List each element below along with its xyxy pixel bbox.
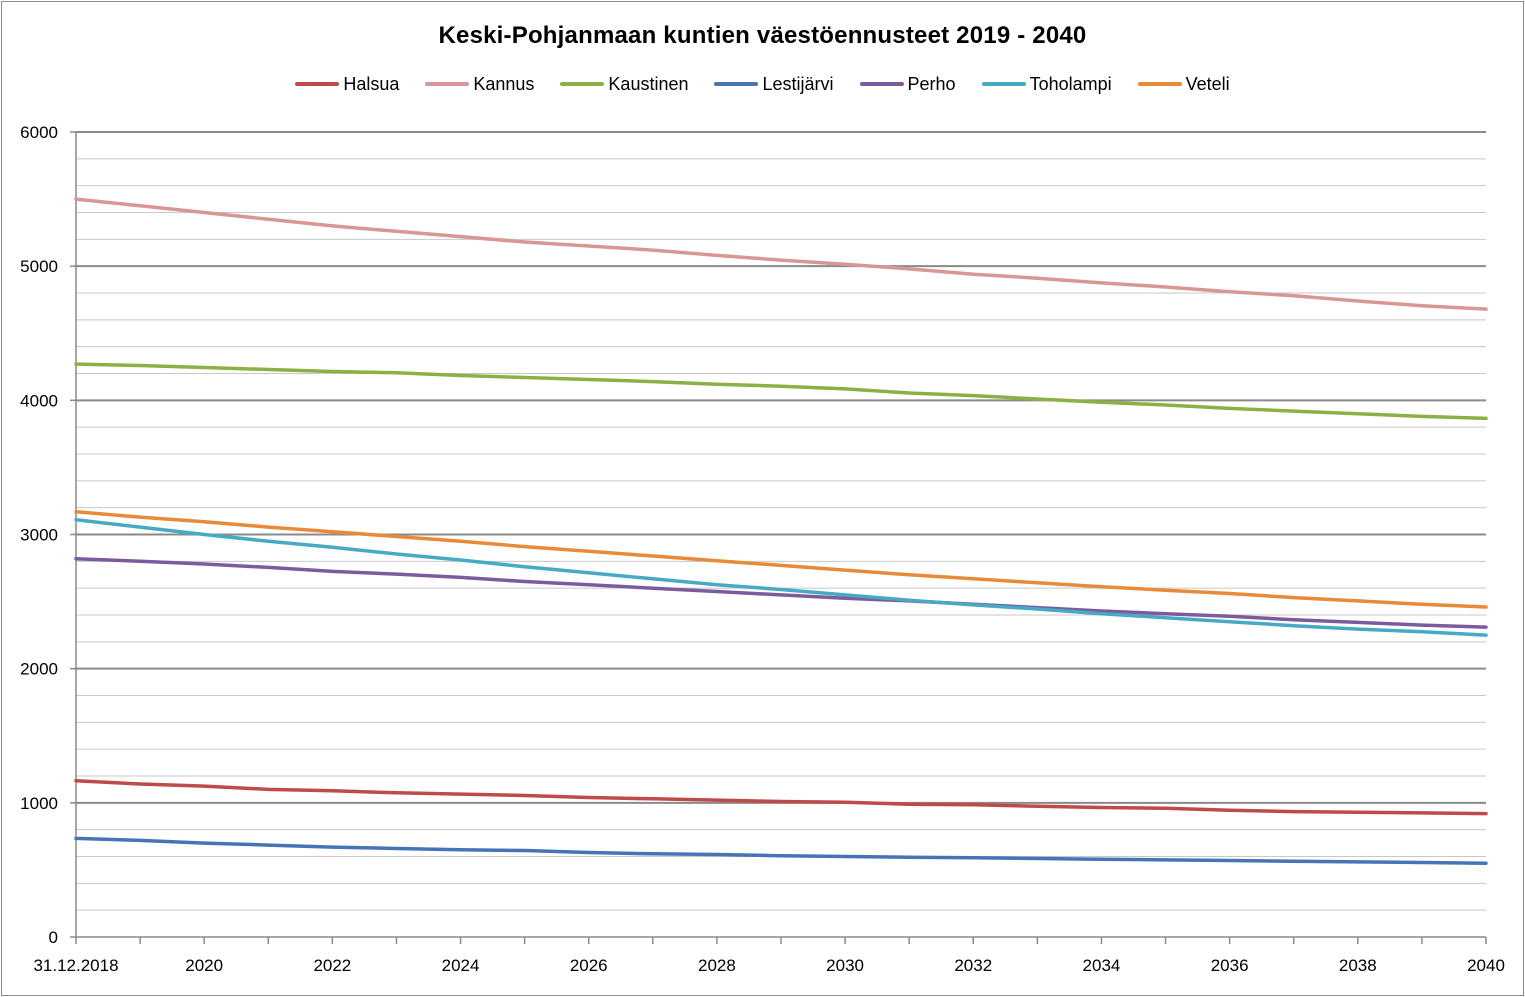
legend-item: Kannus xyxy=(425,74,534,95)
legend-item: Perho xyxy=(859,73,956,95)
legend-label: Perho xyxy=(907,73,956,94)
series-line-kaustinen xyxy=(74,362,1488,421)
legend-item: Kaustinen xyxy=(560,74,688,95)
legend-item: Toholampi xyxy=(981,73,1112,95)
legend-swatch xyxy=(425,82,470,86)
y-tick-label: 6000 xyxy=(20,123,58,142)
x-tick-label: 2040 xyxy=(1467,956,1505,975)
legend-swatch xyxy=(981,82,1026,86)
legend-swatch xyxy=(714,82,759,86)
y-tick-label: 1000 xyxy=(20,794,58,813)
legend-item: Halsua xyxy=(295,74,399,95)
legend-item: Lestijärvi xyxy=(714,73,834,95)
y-tick-label: 4000 xyxy=(20,391,58,410)
y-tick-label: 3000 xyxy=(20,526,58,545)
legend-label: Kannus xyxy=(473,73,535,94)
series-line-halsua xyxy=(74,778,1488,816)
series-line-lestij-rvi xyxy=(74,836,1488,865)
legend-label: Lestijärvi xyxy=(762,73,834,94)
legend-swatch xyxy=(560,82,605,86)
x-tick-label: 2034 xyxy=(1083,956,1121,975)
x-tick-label: 2030 xyxy=(826,956,864,975)
x-tick-label: 2038 xyxy=(1339,956,1377,975)
x-tick-label: 2020 xyxy=(185,956,223,975)
legend-label: Kaustinen xyxy=(608,73,689,94)
legend-swatch xyxy=(1137,82,1182,86)
x-tick-label: 2024 xyxy=(442,956,480,975)
chart-title: Keski-Pohjanmaan kuntien väestöennusteet… xyxy=(438,22,1087,49)
legend-swatch xyxy=(295,82,340,86)
legend-label: Veteli xyxy=(1185,73,1230,94)
legend-item: Veteli xyxy=(1137,73,1230,95)
x-tick-label: 2028 xyxy=(698,956,736,975)
series-line-perho xyxy=(74,556,1488,629)
y-tick-label: 5000 xyxy=(20,257,58,276)
y-tick-label: 2000 xyxy=(20,660,58,679)
x-tick-label: 2022 xyxy=(313,956,351,975)
series-line-veteli xyxy=(74,509,1488,609)
x-tick-label: 2036 xyxy=(1211,956,1249,975)
legend-label: Halsua xyxy=(343,73,400,94)
series-line-kannus xyxy=(74,197,1488,311)
legend-swatch xyxy=(859,82,904,86)
x-tick-label: 2032 xyxy=(954,956,992,975)
legend-label: Toholampi xyxy=(1029,73,1112,94)
y-tick-label: 0 xyxy=(49,928,58,947)
x-tick-label: 2026 xyxy=(570,956,608,975)
x-tick-label: 31.12.2018 xyxy=(33,956,118,975)
series-line-toholampi xyxy=(74,517,1488,637)
legend: Halsua Kannus Kaustinen Lestijärvi Perho Toho… xyxy=(0,72,1525,96)
